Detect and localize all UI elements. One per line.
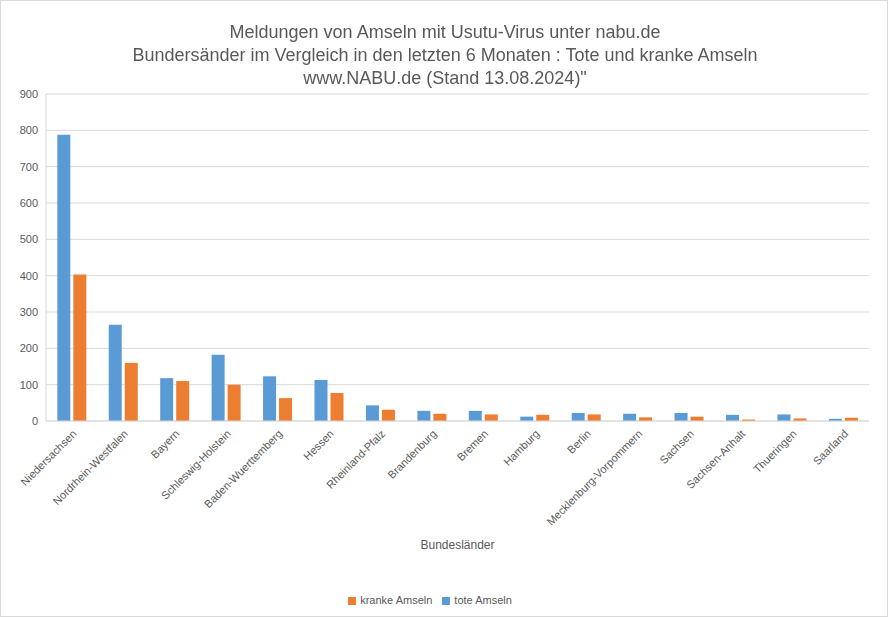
svg-text:Bremen: Bremen (454, 427, 490, 463)
html-text:kranke Amseln: kranke Amseln (360, 594, 433, 606)
svg-text:Berlin: Berlin (565, 427, 593, 455)
svg-text:Sachsen-Anhalt: Sachsen-Anhalt (684, 427, 747, 490)
svg-text:Bayern: Bayern (148, 427, 181, 460)
html-text:www.NABU.de (Stand 13.08.2024): www.NABU.de (Stand 13.08.2024)" (303, 68, 587, 88)
svg-text:Saarland: Saarland (811, 427, 851, 467)
svg-text:Niedersachsen: Niedersachsen (18, 427, 79, 488)
html-text:Bundersänder im Vergleich in d: Bundersänder im Vergleich in den letzten… (132, 45, 758, 65)
svg-text:100: 100 (20, 379, 38, 391)
html-text:Meldungen von Amseln mit Usutu: Meldungen von Amseln mit Usutu-Virus unt… (229, 22, 661, 42)
svg-text:900: 900 (20, 88, 38, 100)
svg-text:Brandenburg: Brandenburg (385, 427, 438, 480)
svg-text:600: 600 (20, 197, 38, 209)
svg-text:500: 500 (20, 233, 38, 245)
svg-text:Sachsen: Sachsen (657, 427, 696, 466)
svg-text:400: 400 (20, 270, 38, 282)
svg-text:Mecklenburg-Vorpommern: Mecklenburg-Vorpommern (544, 427, 644, 527)
svg-text:Hamburg: Hamburg (501, 427, 541, 467)
svg-text:Hessen: Hessen (301, 427, 336, 462)
svg-text:Schleswig-Holstein: Schleswig-Holstein (158, 427, 233, 502)
svg-text:0: 0 (32, 415, 38, 427)
svg-text:300: 300 (20, 306, 38, 318)
svg-text:200: 200 (20, 342, 38, 354)
svg-text:700: 700 (20, 161, 38, 173)
svg-text:Nordrhein-Westfalen: Nordrhein-Westfalen (50, 427, 130, 507)
svg-text:Thueringen: Thueringen (751, 427, 799, 475)
svg-text:Baden-Wuerttemberg: Baden-Wuerttemberg (202, 427, 285, 510)
html-text:tote Amseln: tote Amseln (454, 594, 512, 606)
svg-text:Rheinland-Pfalz: Rheinland-Pfalz (324, 427, 387, 490)
svg-text:Bundesländer: Bundesländer (420, 538, 494, 552)
svg-text:800: 800 (20, 124, 38, 136)
